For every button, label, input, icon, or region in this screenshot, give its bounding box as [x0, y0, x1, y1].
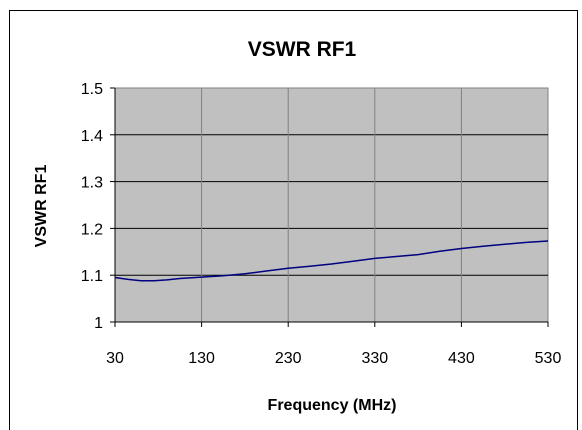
x-tick-label: 130	[188, 350, 215, 367]
y-tick-labels: 1 1.1 1.2 1.3 1.4 1.5	[81, 81, 115, 332]
x-tick-label: 530	[535, 350, 562, 367]
x-axis-label: Frequency (MHz)	[268, 397, 397, 414]
y-tick-label: 1.4	[81, 128, 103, 145]
plot-area	[114, 87, 549, 323]
gridlines	[114, 88, 548, 323]
series-group	[114, 240, 549, 282]
x-tick-label: 430	[448, 350, 475, 367]
y-tick-label: 1	[94, 315, 103, 332]
x-tick-label: 330	[361, 350, 388, 367]
y-tick-label: 1.2	[81, 221, 103, 238]
y-tick-label: 1.1	[81, 268, 103, 285]
y-tick-label: 1.5	[81, 81, 103, 98]
chart-title: VSWR RF1	[248, 38, 357, 61]
vswr-chart: VSWR RF1 1 1.1 1.2 1.3 1.4 1.5 30 130 230 330 430…	[33, 38, 561, 414]
series-line	[114, 240, 549, 282]
y-axis-label: VSWR RF1	[33, 165, 50, 248]
x-tick-label: 230	[275, 350, 302, 367]
x-tick-label: 30	[106, 350, 124, 367]
x-tick-labels: 30 130 230 330 430 530	[106, 322, 561, 367]
y-tick-label: 1.3	[81, 175, 103, 192]
